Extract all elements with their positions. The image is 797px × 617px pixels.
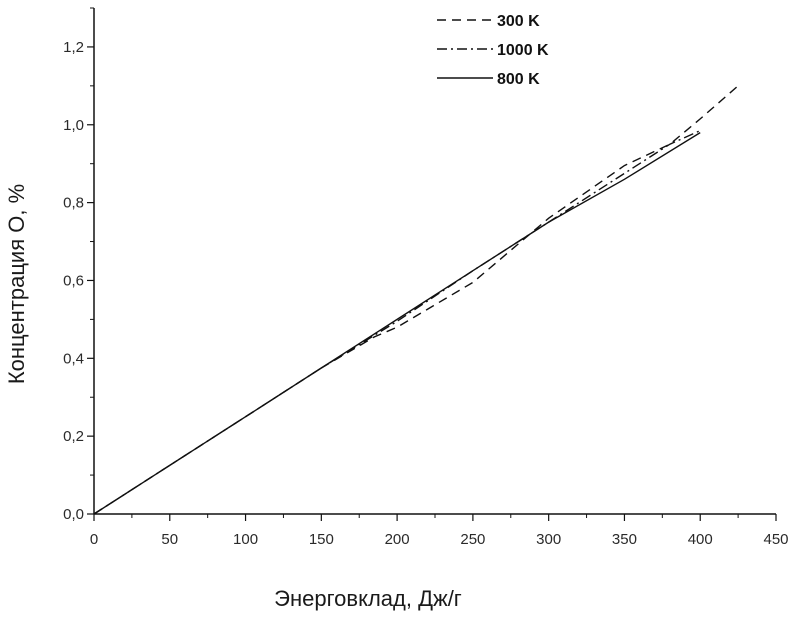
x-tick-label: 0 xyxy=(90,531,98,548)
x-tick-label: 400 xyxy=(688,531,713,548)
y-axis-title: Концентрация O, % xyxy=(4,184,29,384)
y-axis-ticks: 0,0 0,2 0,4 0,6 0,8 1,0 1,2 xyxy=(63,7,94,523)
y-tick-label: 0,4 xyxy=(63,350,84,367)
legend-label-1: 300 K xyxy=(497,13,540,30)
x-tick-label: 150 xyxy=(309,531,334,548)
x-tick-label: 200 xyxy=(385,531,410,548)
legend-label-3: 800 K xyxy=(497,71,540,88)
y-tick-label: 1,2 xyxy=(63,39,84,56)
legend: 300 K 1000 K 800 K xyxy=(437,13,549,88)
series-line-3 xyxy=(93,132,701,515)
series-line-1 xyxy=(93,85,739,515)
series-lines xyxy=(93,85,739,515)
x-axis-title: Энерговклад, Дж/г xyxy=(274,586,462,611)
plot-frame xyxy=(93,8,776,515)
y-tick-label: 0,2 xyxy=(63,428,84,445)
x-tick-label: 350 xyxy=(612,531,637,548)
x-tick-label: 250 xyxy=(460,531,485,548)
y-tick-label: 1,0 xyxy=(63,117,84,134)
y-tick-label: 0,8 xyxy=(63,195,84,212)
x-tick-label: 450 xyxy=(763,531,788,548)
x-tick-label: 300 xyxy=(536,531,561,548)
x-axis-ticks: 0 50 100 150 200 250 300 350 400 450 xyxy=(90,514,789,548)
y-tick-label: 0,0 xyxy=(63,506,84,523)
legend-label-2: 1000 K xyxy=(497,42,549,59)
x-tick-label: 50 xyxy=(161,531,178,548)
x-tick-label: 100 xyxy=(233,531,258,548)
y-tick-label: 0,6 xyxy=(63,272,84,289)
